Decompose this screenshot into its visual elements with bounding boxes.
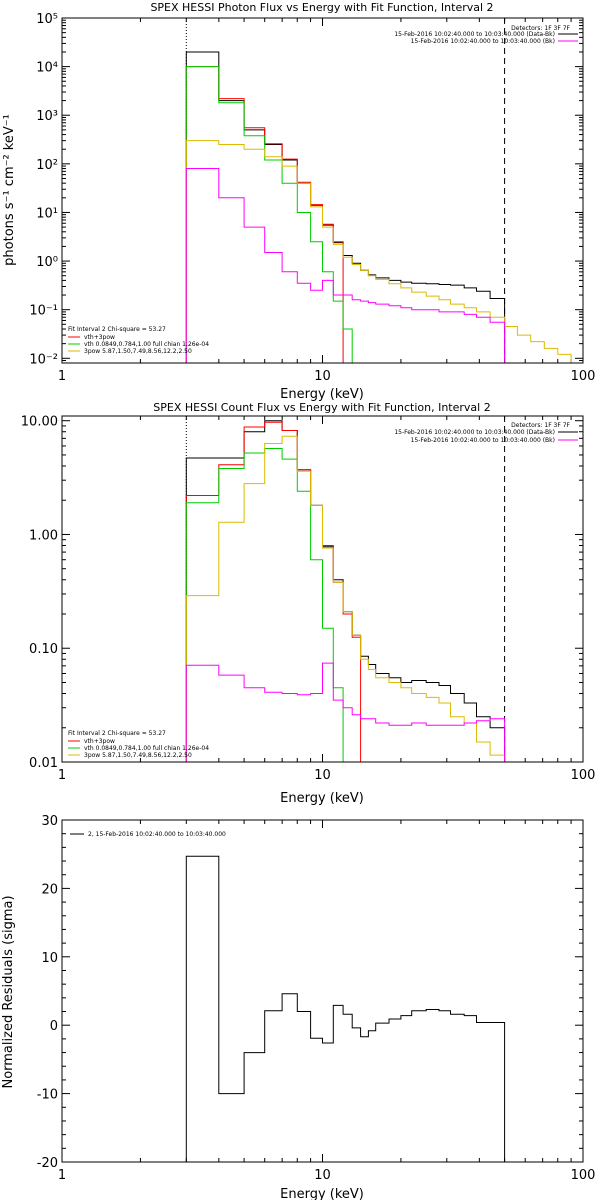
residuals-x-ticks: 1 10 100 [58, 820, 596, 1183]
count-series [185, 420, 506, 763]
photon-top-legend-entry: 15-Feb-2016 10:02:40.000 to 10:03:40.000… [394, 31, 578, 38]
count-y-tick-label: 10.00 [21, 415, 58, 430]
count-legend-data-minus-bk: 15-Feb-2016 10:02:40.000 to 10:03:40.000… [394, 429, 555, 436]
photon-y-tick-label: 10³ [36, 109, 58, 124]
residuals-x-tick-label: 1 [58, 1168, 66, 1183]
photon-plot-frame [61, 17, 584, 364]
photon-series-model [185, 66, 344, 363]
count-series-data [185, 420, 506, 762]
residuals-legend-label: 2, 15-Feb-2016 10:02:40.000 to 10:03:40.… [88, 831, 226, 838]
count-x-axis-label: Energy (keV) [280, 791, 364, 806]
residuals-y-ticks: -20 -10 0 10 20 30 [37, 814, 583, 1171]
count-fit-header: Fit Interval 2 Chi-square = 53.27 [68, 730, 166, 737]
count-y-ticks: 0.01 0.10 1.00 10.00 [21, 415, 583, 771]
photon-y-tick-label: 10¹ [36, 206, 58, 221]
residuals-y-tick-label: -10 [37, 1088, 58, 1103]
photon-series-powerlaw [185, 140, 572, 363]
count-legend-bk: 15-Feb-2016 10:02:40.000 to 10:03:40.000… [411, 437, 555, 444]
count-top-legend-entry: 15-Feb-2016 10:02:40.000 to 10:03:40.000… [394, 429, 578, 436]
photon-x-tick-label: 100 [571, 369, 596, 384]
photon-y-tick-label: 10⁻² [29, 352, 58, 367]
residuals-series-residuals [185, 855, 506, 1162]
photon-series [185, 51, 572, 364]
photon-legend-data-minus-bk: 15-Feb-2016 10:02:40.000 to 10:03:40.000… [394, 31, 555, 38]
count-top-legend-entry: 15-Feb-2016 10:02:40.000 to 10:03:40.000… [411, 437, 578, 444]
count-detectors-label: Detectors: 1F 3F 7F [511, 422, 570, 429]
photon-y-tick-label: 10² [36, 158, 58, 173]
photon-y-ticks: 10⁻² 10⁻¹ 10⁰ 10¹ 10² 10³ 10⁴ 10⁵ [29, 12, 583, 367]
photon-y-tick-label: 10⁵ [36, 12, 58, 27]
count-x-ticks: 1 10 100 [58, 416, 596, 783]
residuals-series [185, 855, 506, 1162]
photon-fit-range-lines [185, 18, 506, 363]
count-fit-powerlaw-label: 3pow 5.87,1.50,7.49,8.56,12.2,2.50 [84, 752, 192, 759]
residuals-y-axis-label: Normalized Residuals (sigma) [1, 895, 16, 1088]
photon-x-tick-label: 1 [58, 369, 66, 384]
count-y-tick-label: 0.01 [29, 756, 58, 771]
residuals-panel: -20 -10 0 10 20 30 1 10 100 Energy (keV) Normal… [1, 814, 595, 1200]
photon-x-tick-label: 10 [314, 369, 331, 384]
photon-y-tick-label: 10⁰ [36, 255, 58, 270]
count-plot-frame [61, 415, 584, 763]
photon-series-thermal [185, 66, 361, 364]
count-series-background [185, 662, 506, 762]
count-top-legend: Detectors: 1F 3F 7F 15-Feb-2016 10:02:40… [394, 422, 578, 444]
count-chart-title: SPEX HESSI Count Flux vs Energy with Fit… [153, 401, 490, 414]
photon-fit-model-label: vth+3pow [84, 334, 115, 341]
count-fit-thermal-label: vth 0.0849,0.784,1.00 full chian 1.26e-0… [84, 745, 209, 752]
count-fit-model-label: vth+3pow [84, 738, 115, 745]
photon-top-legend-entry: 15-Feb-2016 10:02:40.000 to 10:03:40.000… [411, 38, 578, 45]
photon-flux-panel: SPEX HESSI Photon Flux vs Energy with Fi… [2, 1, 595, 402]
count-fit-range-lines [185, 416, 506, 762]
photon-y-tick-label: 10⁻¹ [29, 304, 58, 319]
residuals-plot-frame [61, 819, 584, 1163]
count-fit-legend: Fit Interval 2 Chi-square = 53.27 vth+3p… [68, 730, 209, 759]
photon-y-axis-label: photons s⁻¹ cm⁻² keV⁻¹ [2, 114, 17, 266]
photon-x-axis-label: Energy (keV) [280, 387, 364, 402]
count-series-powerlaw [185, 435, 506, 762]
photon-series-background [185, 168, 506, 363]
count-flux-panel: SPEX HESSI Count Flux vs Energy with Fit… [21, 401, 596, 806]
count-x-tick-label: 1 [58, 768, 66, 783]
residuals-x-tick-label: 10 [314, 1168, 331, 1183]
count-y-tick-label: 1.00 [29, 528, 58, 543]
residuals-y-tick-label: 0 [50, 1019, 58, 1034]
residuals-y-tick-label: -20 [37, 1156, 58, 1171]
photon-y-tick-label: 10⁴ [36, 61, 58, 76]
photon-fit-header: Fit Interval 2 Chi-square = 53.27 [68, 326, 166, 333]
photon-fit-thermal-label: vth 0.0849,0.784,1.00 full chian 1.26e-0… [84, 341, 209, 348]
residuals-x-axis-label: Energy (keV) [280, 1187, 364, 1200]
photon-detectors-label: Detectors: 1F 3F 7F [511, 25, 570, 32]
photon-legend-bk: 15-Feb-2016 10:02:40.000 to 10:03:40.000… [411, 38, 555, 45]
photon-fit-powerlaw-label: 3pow 5.87,1.50,7.49,8.56,12.2,2.50 [84, 348, 192, 355]
count-series-model [185, 421, 362, 762]
residuals-y-tick-label: 30 [41, 814, 58, 829]
count-x-tick-label: 100 [571, 768, 596, 783]
photon-top-legend: Detectors: 1F 3F 7F 15-Feb-2016 10:02:40… [394, 25, 578, 45]
residuals-legend: 2, 15-Feb-2016 10:02:40.000 to 10:03:40.… [70, 831, 226, 838]
count-y-tick-label: 0.10 [29, 642, 58, 657]
photon-fit-legend: Fit Interval 2 Chi-square = 53.27 vth+3p… [68, 326, 209, 355]
residuals-y-tick-label: 20 [41, 882, 58, 897]
residuals-y-tick-label: 10 [41, 951, 58, 966]
residuals-x-tick-label: 100 [571, 1168, 596, 1183]
photon-chart-title: SPEX HESSI Photon Flux vs Energy with Fi… [150, 1, 493, 14]
count-x-tick-label: 10 [314, 768, 331, 783]
